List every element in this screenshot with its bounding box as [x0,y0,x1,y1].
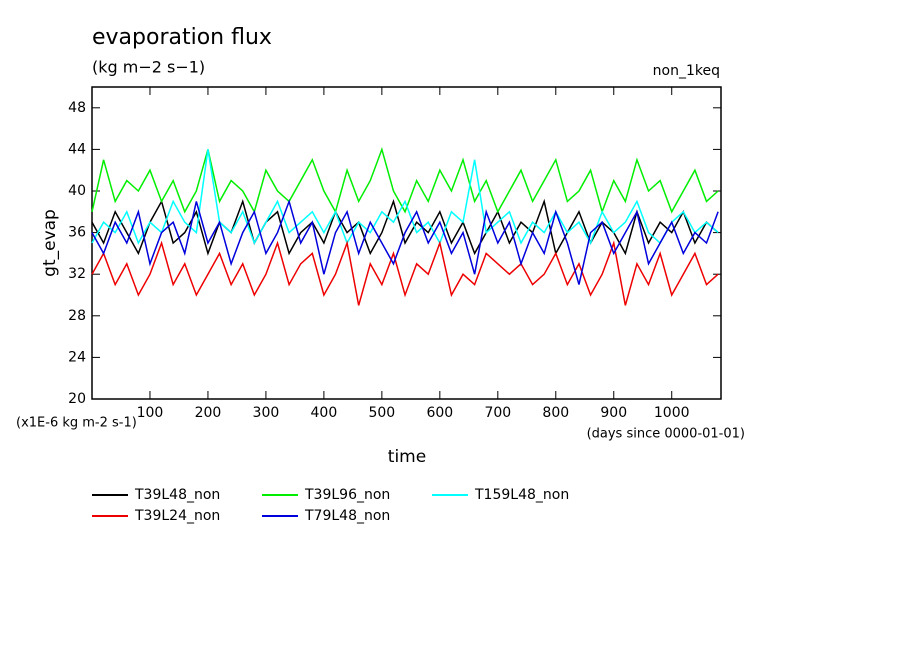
x-tick-label: 1000 [654,405,690,421]
chart-title: evaporation flux [92,25,272,50]
annotation: non_1keq [653,63,720,79]
series-line [91,149,719,245]
y-tick-label: 48 [68,100,86,116]
chart-subtitle: (kg m−2 s−1) [92,58,205,77]
x-tick-label: 800 [542,405,569,421]
x-tick-label: 300 [253,405,280,421]
y-tick-label: 36 [68,225,86,241]
x-tick-label: 200 [195,405,222,421]
series-line [91,240,719,306]
y-tick-label: 40 [68,183,86,199]
series-line [91,198,719,285]
legend-label: T79L48_non [304,508,390,524]
legend-label: T39L48_non [134,487,220,503]
x-tick-label: 500 [368,405,395,421]
y-tick-label: 20 [68,391,86,407]
legend-label: T159L48_non [474,487,569,503]
x-unit-note: (days since 0000-01-01) [587,427,745,442]
y-tick-label: 32 [68,266,86,282]
x-tick-label: 900 [600,405,627,421]
x-tick-label: 600 [426,405,453,421]
legend-label: T39L24_non [134,508,220,524]
y-tick-label: 28 [68,308,86,324]
legend-label: T39L96_non [304,487,390,503]
y-tick-label: 24 [68,349,86,365]
series-line [91,146,719,215]
x-tick-label: 700 [484,405,511,421]
x-tick-label: 400 [311,405,338,421]
y-unit-note: (x1E-6 kg m-2 s-1) [16,416,137,431]
y-tick-label: 44 [68,141,86,157]
x-axis-label: time [388,447,426,467]
y-axis-label: gt_evap [40,209,60,277]
x-tick-label: 100 [137,405,164,421]
